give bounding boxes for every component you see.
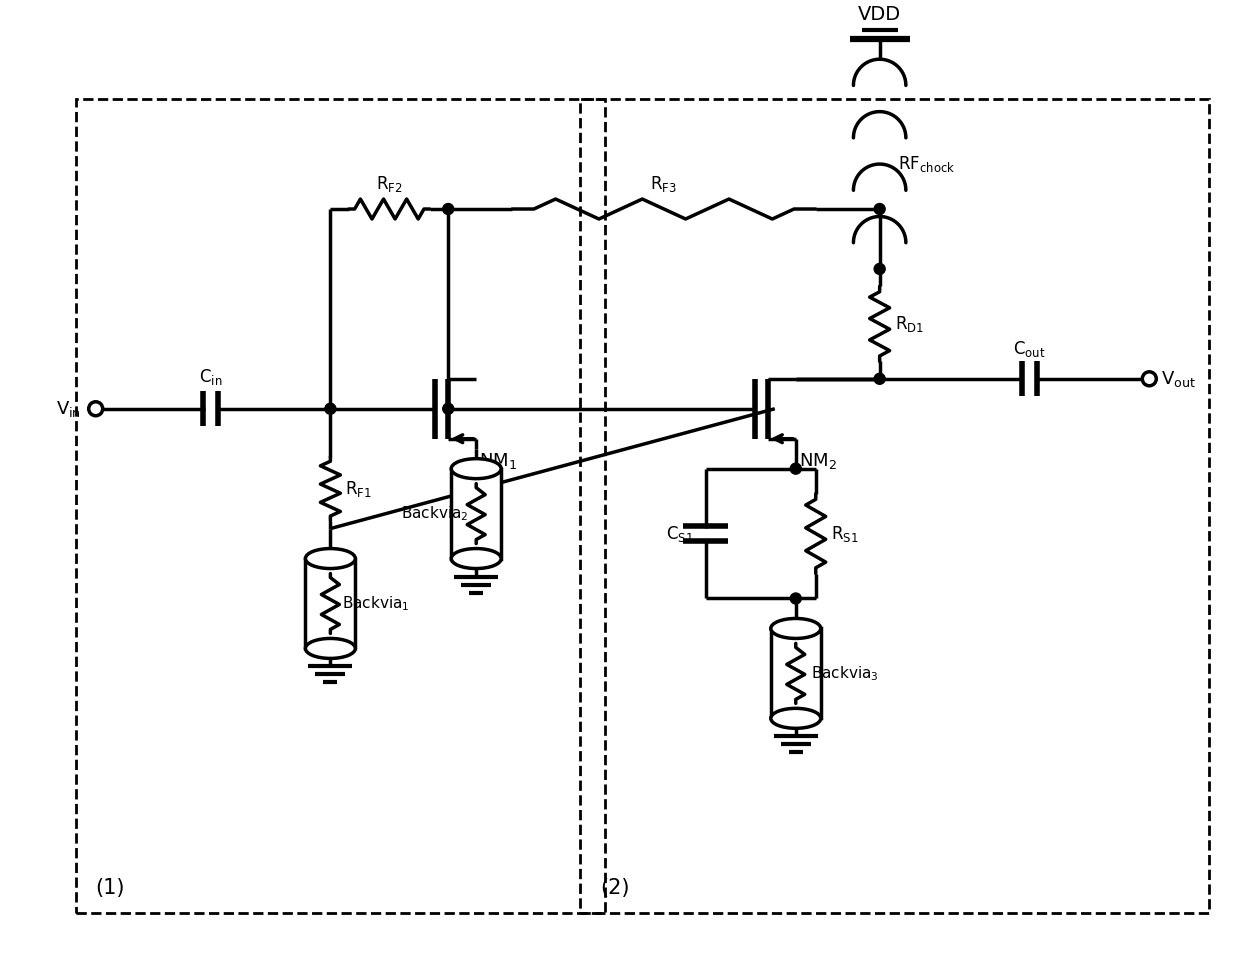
Text: Backvia$_2$: Backvia$_2$ (402, 504, 469, 523)
Ellipse shape (451, 549, 501, 568)
Text: NM$_2$: NM$_2$ (799, 451, 837, 470)
Ellipse shape (771, 619, 821, 639)
Text: RF$_{\rm chock}$: RF$_{\rm chock}$ (898, 154, 955, 174)
Bar (76, 99, 605, 913)
Text: R$_{\rm D1}$: R$_{\rm D1}$ (894, 314, 924, 334)
Ellipse shape (305, 639, 356, 658)
Text: V$_{\rm in}$: V$_{\rm in}$ (56, 399, 81, 419)
Circle shape (874, 374, 885, 384)
Circle shape (790, 593, 801, 604)
Bar (580, 99, 1209, 913)
Circle shape (443, 203, 454, 215)
Text: R$_{\rm F1}$: R$_{\rm F1}$ (346, 478, 372, 499)
Ellipse shape (451, 459, 501, 478)
FancyBboxPatch shape (305, 559, 356, 649)
Text: VDD: VDD (858, 5, 901, 24)
Circle shape (325, 404, 336, 414)
Text: (1): (1) (95, 878, 125, 898)
Text: (2): (2) (600, 878, 630, 898)
Text: Backvia$_3$: Backvia$_3$ (811, 664, 878, 682)
Text: C$_{\rm S1}$: C$_{\rm S1}$ (666, 524, 694, 544)
Text: R$_{\rm F3}$: R$_{\rm F3}$ (651, 174, 677, 194)
Ellipse shape (305, 549, 356, 568)
Text: R$_{\rm S1}$: R$_{\rm S1}$ (831, 524, 858, 544)
Text: C$_{\rm in}$: C$_{\rm in}$ (198, 367, 222, 387)
Circle shape (874, 263, 885, 274)
Ellipse shape (771, 709, 821, 728)
Text: Backvia$_1$: Backvia$_1$ (342, 594, 410, 613)
Circle shape (874, 203, 885, 215)
Text: V$_{\rm out}$: V$_{\rm out}$ (1162, 369, 1197, 389)
Circle shape (443, 404, 454, 414)
Text: R$_{\rm F2}$: R$_{\rm F2}$ (376, 174, 403, 194)
Text: C$_{\rm out}$: C$_{\rm out}$ (1013, 339, 1045, 359)
FancyBboxPatch shape (771, 628, 821, 718)
Text: NM$_1$: NM$_1$ (479, 451, 517, 470)
FancyBboxPatch shape (451, 469, 501, 559)
Circle shape (790, 463, 801, 474)
